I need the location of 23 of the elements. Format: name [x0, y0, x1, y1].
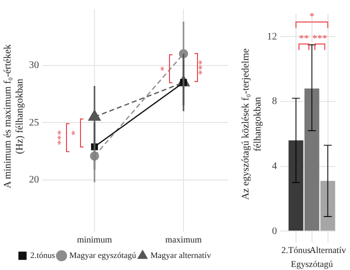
y-tick-label: 30	[29, 60, 39, 71]
annotation: *	[309, 12, 314, 23]
annotation: ***	[197, 60, 208, 76]
annotation: ***	[56, 130, 68, 146]
y-tick-label: 4	[272, 160, 277, 172]
y-tick-label: 8	[272, 96, 277, 108]
y-tick-label: 25	[29, 117, 39, 128]
legend-label: Magyar alternatív	[150, 250, 212, 260]
legend-label: Magyar egyszótagú	[69, 250, 137, 260]
annotation: *	[159, 66, 170, 72]
y-tick-label: 12	[267, 31, 277, 42]
annotation: *	[70, 130, 82, 136]
y-tick-label: 20	[29, 174, 39, 186]
x-tick-label: maximum	[165, 234, 202, 244]
annotation: **	[298, 34, 309, 45]
x-tick-label: minimum	[76, 234, 112, 244]
y-tick-label: 0	[272, 226, 277, 237]
legend-label: 2.tónus	[30, 250, 56, 260]
x-tick-label: Alternatív	[310, 245, 346, 256]
annotation: ***	[312, 34, 328, 45]
y-axis-title: Az egyszótagú közlések f₀-terjedelme félhangokban	[240, 48, 264, 200]
y-axis-title: A minimum és maximum f₀-értékek (Hz) félhangokban	[2, 44, 26, 188]
x-axis-title: Egyszótagú	[290, 258, 334, 269]
